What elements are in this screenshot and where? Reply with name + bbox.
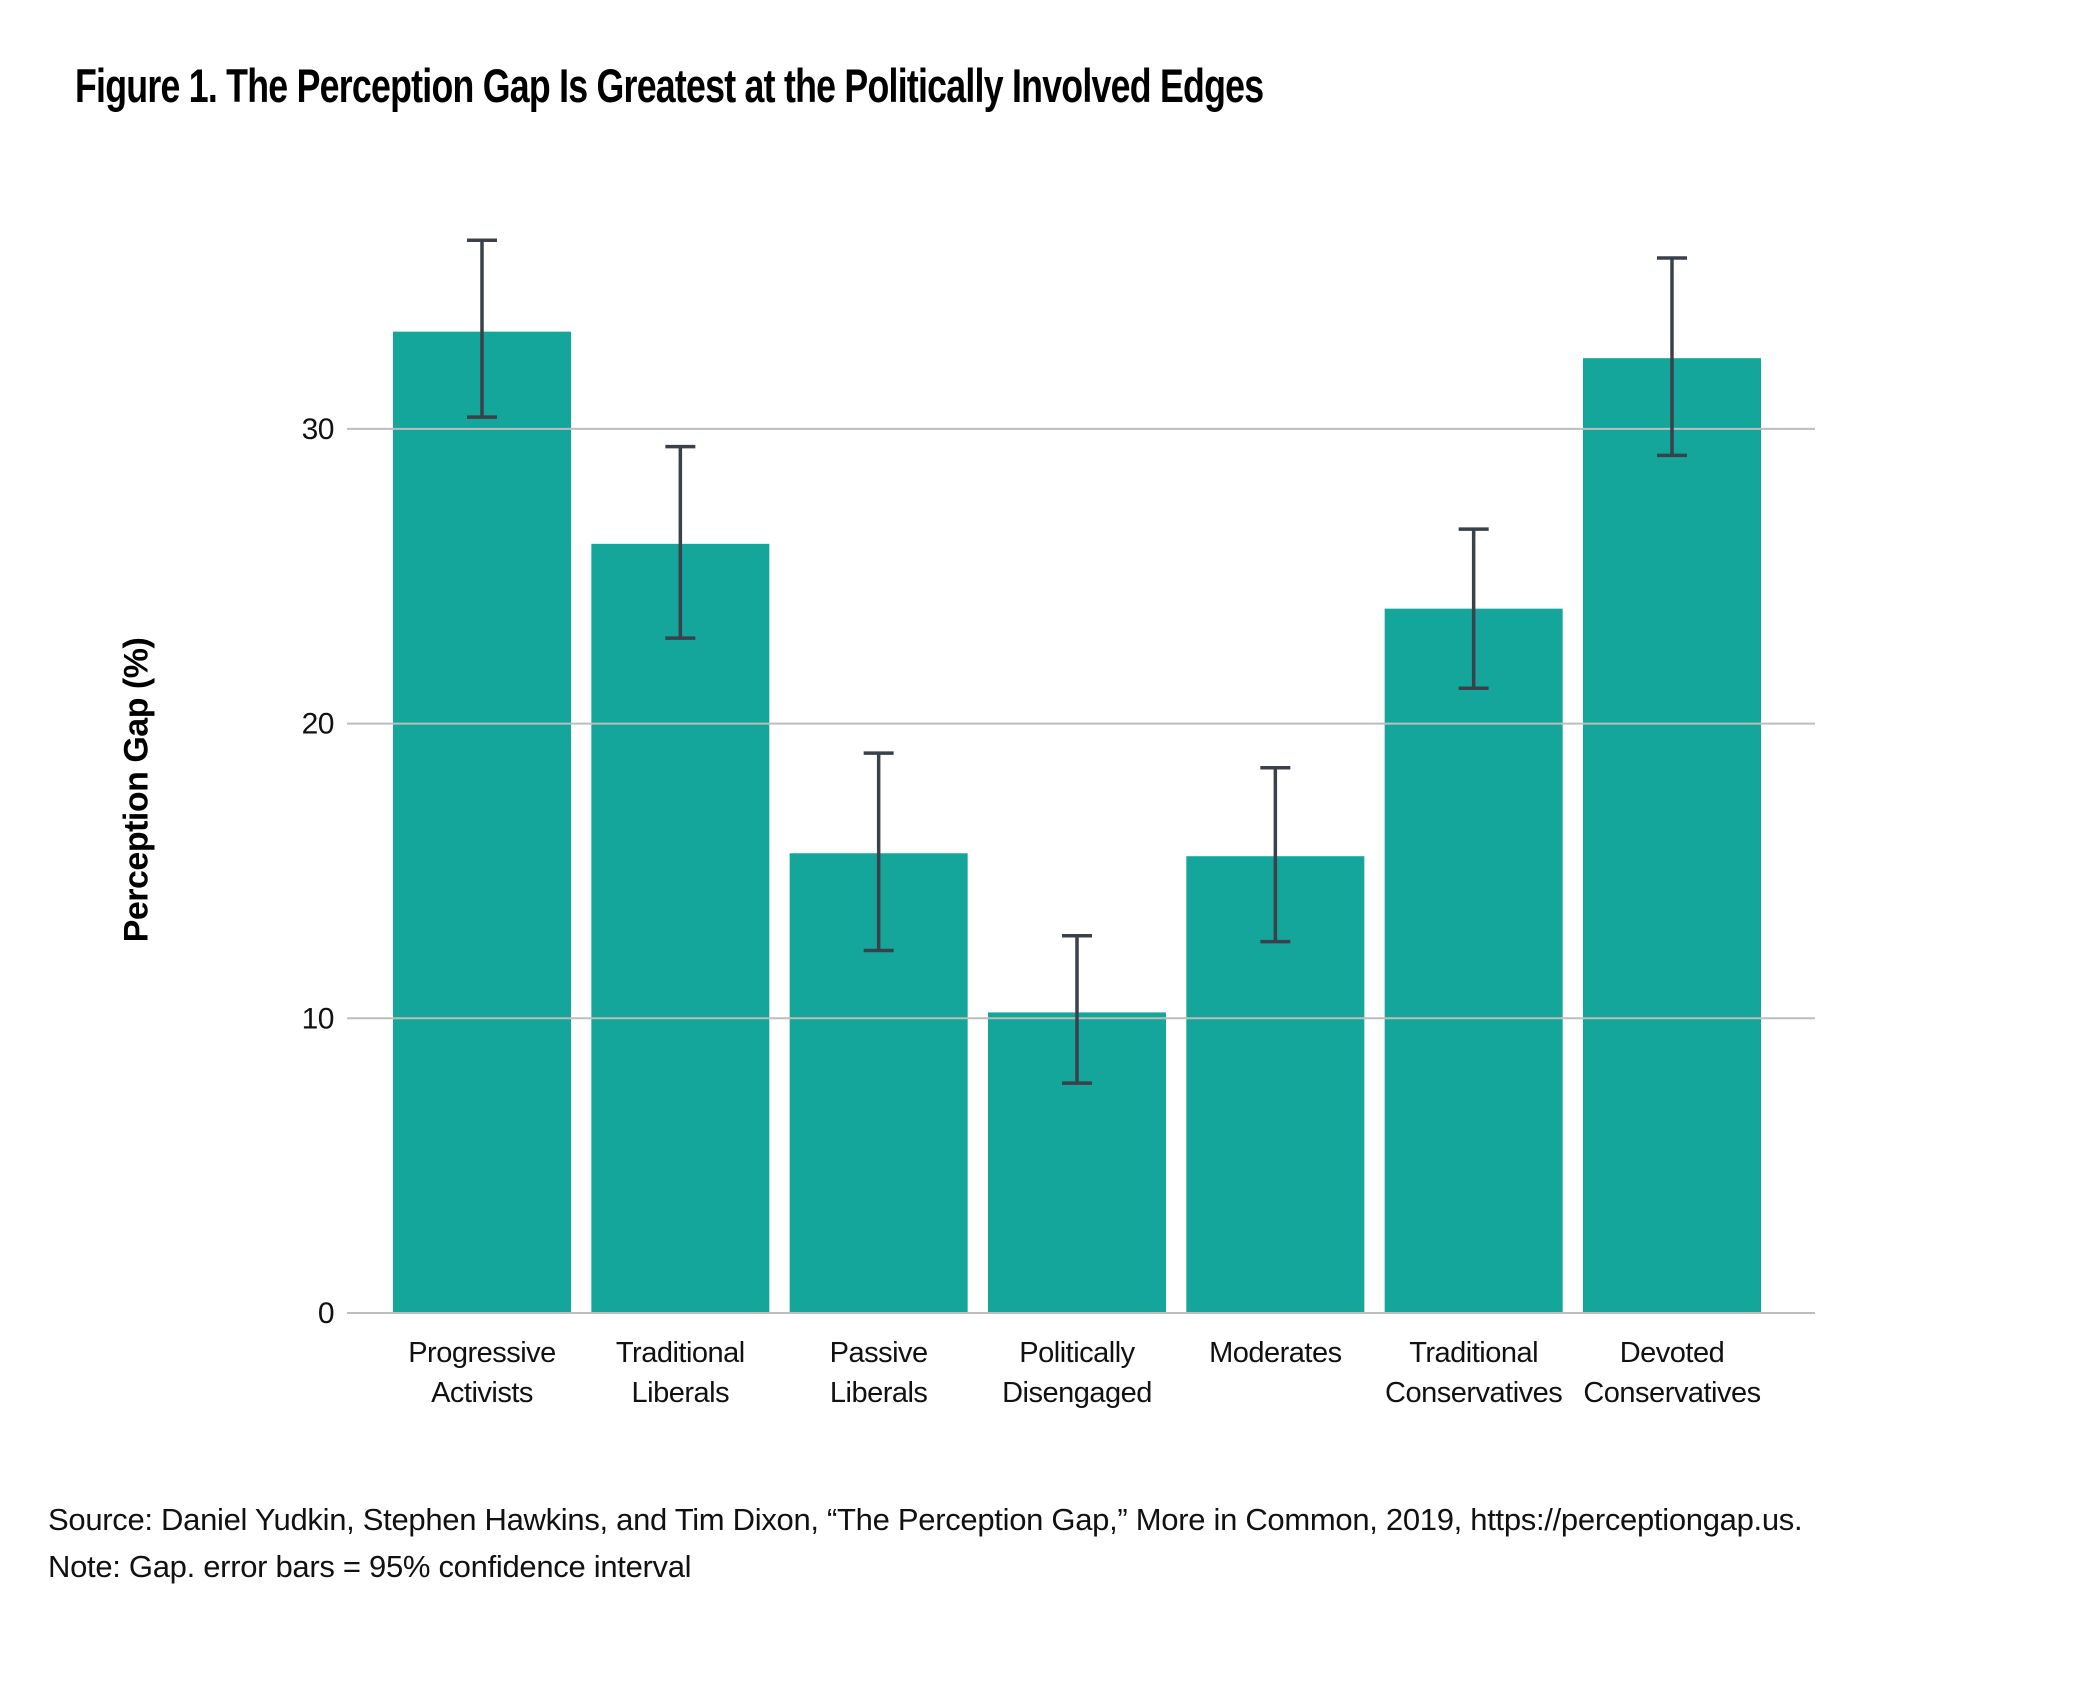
y-tick-label: 10 xyxy=(302,1002,334,1035)
figure-title: Figure 1. The Perception Gap Is Greatest… xyxy=(75,59,1264,112)
y-tick-label: 0 xyxy=(318,1297,334,1330)
bar xyxy=(393,331,571,1313)
bar xyxy=(1582,358,1761,1313)
source-note: Source: Daniel Yudkin, Stephen Hawkins, … xyxy=(48,1502,1803,1537)
y-tick-label: 30 xyxy=(302,413,334,446)
error-bar-note: Note: Gap. error bars = 95% confidence i… xyxy=(48,1549,692,1584)
figure-footer: Source: Daniel Yudkin, Stephen Hawkins, … xyxy=(48,1496,1803,1590)
x-category-label: Progressive Activists xyxy=(408,1337,556,1409)
x-category-label: Traditional Conservatives xyxy=(1385,1337,1562,1409)
x-category-label: Traditional Liberals xyxy=(616,1337,745,1409)
x-category-label: Devoted Conservatives xyxy=(1583,1337,1760,1409)
bar xyxy=(591,543,770,1313)
x-category-label: Moderates xyxy=(1209,1337,1342,1369)
x-category-label: Politically Disengaged xyxy=(1002,1337,1152,1409)
bar xyxy=(1384,608,1563,1313)
y-tick-label: 20 xyxy=(302,708,334,741)
x-category-label: Passive Liberals xyxy=(830,1337,928,1409)
